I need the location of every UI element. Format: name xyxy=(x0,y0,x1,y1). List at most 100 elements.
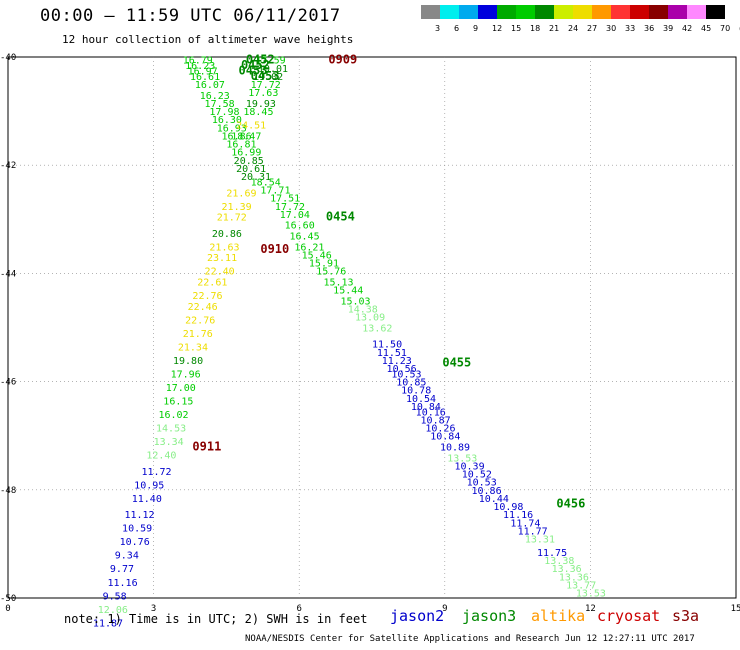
wave-height-value: 16.61 xyxy=(190,72,220,83)
wave-height-value: 20.31 xyxy=(241,172,271,183)
pass-time-label: 0452 xyxy=(246,53,275,67)
wave-height-value: 17.04 xyxy=(280,210,310,221)
wave-height-value: 13.36 xyxy=(559,572,589,583)
color-scale-label: 36 xyxy=(644,24,655,33)
footnote: note: 1) Time is in UTC; 2) SWH is in fe… xyxy=(64,612,368,626)
color-scale-label: 42 xyxy=(682,24,693,33)
credit-footer: NOAA/NESDIS Center for Satellite Applica… xyxy=(245,634,695,644)
wave-height-value: 17.98 xyxy=(209,107,239,118)
pass-time-label: 0456 xyxy=(556,496,585,510)
color-swatch xyxy=(592,5,611,19)
wave-height-value: 13.09 xyxy=(355,313,385,324)
wave-height-value: 9.34 xyxy=(115,551,139,562)
wave-height-value: 16.07 xyxy=(195,80,225,91)
wave-height-value: 21.72 xyxy=(217,213,247,224)
wave-height-value: 15.03 xyxy=(340,296,370,307)
x-tick-label: 3 xyxy=(151,604,156,614)
satellite-legend-item: altika xyxy=(531,607,586,625)
color-swatch xyxy=(554,5,573,19)
color-swatch xyxy=(706,5,725,19)
wave-height-value: 21.76 xyxy=(183,329,213,340)
wave-height-value: 16.30 xyxy=(212,115,242,126)
wave-height-value: 24.51 xyxy=(236,121,266,132)
wave-height-value: 16.60 xyxy=(285,221,315,232)
color-swatch xyxy=(421,5,440,19)
color-scale-label: 6 xyxy=(454,24,460,33)
pass-time-label: 0453 xyxy=(239,64,268,78)
color-swatch xyxy=(440,5,459,19)
color-swatch xyxy=(611,5,630,19)
wave-height-value: 22.46 xyxy=(188,302,218,313)
wave-height-value: 10.52 xyxy=(462,470,492,481)
satellite-legend-item: jason3 xyxy=(462,607,517,625)
wave-height-value: 9.58 xyxy=(103,591,127,602)
wave-height-value: 16.99 xyxy=(231,148,261,159)
wave-height-value: 10.78 xyxy=(401,386,431,397)
wave-height-value: 19.93 xyxy=(246,99,276,110)
color-scale-label: 30 xyxy=(606,24,617,33)
wave-height-value: 17.63 xyxy=(248,88,278,99)
color-swatch xyxy=(478,5,497,19)
y-tick-label: -50 xyxy=(0,594,16,604)
wave-height-value: 13.53 xyxy=(447,453,477,464)
wave-height-value: 16.97 xyxy=(188,67,218,78)
wave-height-value: 10.59 xyxy=(122,524,152,535)
wave-height-value: 23.11 xyxy=(207,253,237,264)
x-tick-label: 15 xyxy=(731,604,740,614)
wave-height-value: 10.95 xyxy=(134,480,164,491)
wave-height-value: 10.86 xyxy=(471,486,501,497)
wave-height-value: 11.77 xyxy=(518,526,548,537)
x-tick-label: 6 xyxy=(296,604,301,614)
x-tick-label: 12 xyxy=(585,604,596,614)
wave-height-value: 17.71 xyxy=(260,186,290,197)
wave-height-value: 10.76 xyxy=(120,537,150,548)
wave-height-value: 10.54 xyxy=(406,394,436,405)
wave-height-value: 21.39 xyxy=(222,202,252,213)
color-swatch xyxy=(573,5,592,19)
wave-height-value: 12.06 xyxy=(98,605,128,616)
wave-height-value: 10.98 xyxy=(493,502,523,513)
color-scale-label: 39 xyxy=(663,24,674,33)
wave-height-value: 14.53 xyxy=(156,424,186,435)
wave-height-value: 11.75 xyxy=(537,548,567,559)
wave-height-value: 11.16 xyxy=(503,510,533,521)
color-scale-label: 27 xyxy=(587,24,598,33)
color-scale-label: 18 xyxy=(530,24,541,33)
wave-height-value: 20.61 xyxy=(236,164,266,175)
wave-height-value: 18.45 xyxy=(243,107,273,118)
wave-height-value: 16.21 xyxy=(294,242,324,253)
pass-time-label: 0452 xyxy=(241,58,270,72)
color-swatch xyxy=(687,5,706,19)
wave-height-value: 21.63 xyxy=(209,242,239,253)
color-scale-label: 15 xyxy=(511,24,522,33)
satellite-legend-item: jason2 xyxy=(390,607,445,625)
wave-height-value: 10.39 xyxy=(455,461,485,472)
wave-height-value: 19.80 xyxy=(173,356,203,367)
wave-height-value: 10.87 xyxy=(421,415,451,426)
color-scale-label: 45 xyxy=(701,24,712,33)
wave-height-value: 15.13 xyxy=(323,278,353,289)
y-tick-label: -42 xyxy=(0,161,16,171)
wave-height-value: 17.00 xyxy=(166,383,196,394)
color-scale-label: 3 xyxy=(435,24,441,33)
wave-height-value: 16.86 xyxy=(222,131,252,142)
wave-height-value: 18.47 xyxy=(231,131,261,142)
wave-height-value: 13.38 xyxy=(544,556,574,567)
satellite-legend-item: s3a xyxy=(672,607,700,625)
wave-height-value: 12.40 xyxy=(146,451,176,462)
satellite-legend-item: cryosat xyxy=(597,607,661,625)
pass-time-label: 0910 xyxy=(260,242,289,256)
wave-height-value: 21.34 xyxy=(178,342,208,353)
color-swatch xyxy=(535,5,554,19)
wave-height-value: 11.50 xyxy=(372,340,402,351)
wave-height-value: 16.81 xyxy=(226,140,256,151)
wave-height-value: 10.89 xyxy=(440,443,470,454)
wave-height-value: 22.61 xyxy=(197,278,227,289)
wave-height-value: 11.16 xyxy=(107,578,137,589)
color-swatch xyxy=(516,5,535,19)
color-scale-label: 9 xyxy=(473,24,479,33)
wave-height-value: 21.69 xyxy=(226,188,256,199)
y-tick-label: -48 xyxy=(0,486,16,496)
wave-height-value: 10.26 xyxy=(425,424,455,435)
